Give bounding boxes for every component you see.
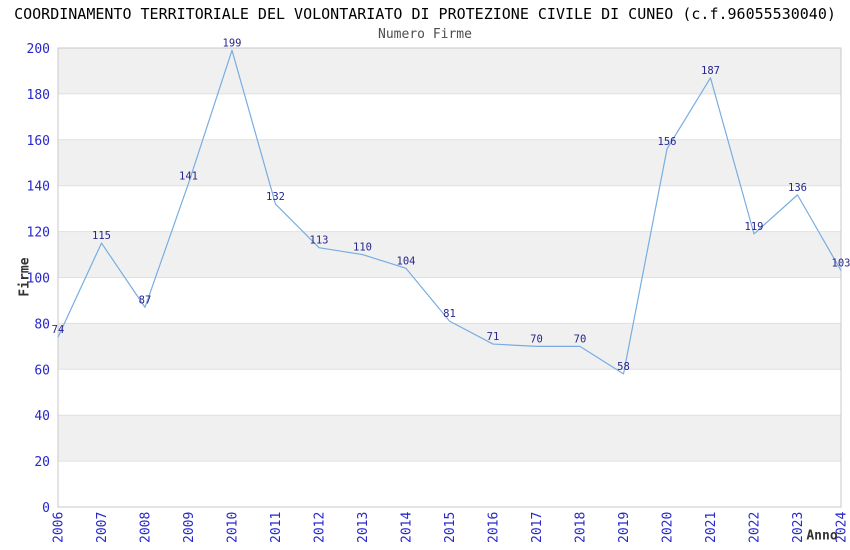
y-tick-label: 0 — [42, 501, 50, 516]
y-tick-label: 20 — [34, 455, 50, 470]
x-tick-label: 2023 — [791, 512, 806, 543]
y-tick-label: 40 — [34, 409, 50, 424]
plot-band — [58, 139, 841, 186]
x-tick-label: 2009 — [182, 512, 197, 543]
y-tick-label: 200 — [27, 42, 50, 57]
y-tick-label: 160 — [27, 134, 50, 149]
x-tick-label: 2012 — [313, 512, 328, 543]
x-tick-label: 2015 — [443, 512, 458, 543]
point-label: 81 — [443, 308, 456, 320]
x-tick-label: 2022 — [748, 512, 763, 543]
x-tick-label: 2010 — [226, 512, 241, 543]
point-label: 103 — [832, 258, 850, 270]
point-label: 87 — [139, 294, 152, 306]
data-line — [57, 49, 842, 375]
plot-band — [58, 323, 841, 370]
x-tick-label: 2016 — [487, 512, 502, 543]
y-tick-label: 140 — [27, 180, 50, 195]
y-tick-label: 80 — [34, 317, 50, 332]
point-label: 110 — [353, 242, 372, 254]
x-tick-label: 2014 — [400, 512, 415, 543]
point-label: 156 — [658, 136, 677, 148]
y-tick-label: 120 — [27, 226, 50, 241]
x-tick-label: 2017 — [530, 512, 545, 543]
plot-border — [57, 47, 842, 508]
x-tick-label: 2020 — [661, 512, 676, 543]
x-tick-label: 2008 — [139, 512, 154, 543]
chart-subtitle: Numero Firme — [378, 27, 472, 42]
point-label: 74 — [52, 324, 65, 336]
x-axis-title: Anno — [806, 528, 838, 544]
y-tick-label: 180 — [27, 88, 50, 103]
x-tick-label: 2021 — [704, 512, 719, 543]
plot-band — [58, 231, 841, 278]
point-label: 58 — [617, 361, 630, 373]
plot-band — [58, 415, 841, 462]
y-tick-label: 60 — [34, 363, 50, 378]
point-label: 199 — [223, 37, 242, 49]
point-label: 119 — [745, 221, 764, 233]
point-label: 70 — [530, 333, 543, 345]
chart-title: COORDINAMENTO TERRITORIALE DEL VOLONTARI… — [14, 5, 836, 23]
x-tick-label: 2006 — [52, 512, 67, 543]
point-label: 115 — [92, 230, 111, 242]
point-label: 70 — [574, 333, 587, 345]
plot-band — [58, 48, 841, 94]
y-tick-label: 100 — [27, 272, 50, 287]
point-label: 187 — [701, 65, 720, 77]
x-tick-label: 2018 — [574, 512, 589, 543]
point-label: 71 — [487, 331, 500, 343]
x-tick-label: 2011 — [269, 512, 284, 543]
x-tick-label: 2019 — [617, 512, 632, 543]
x-tick-label: 2024 — [835, 512, 850, 543]
x-tick-label: 2013 — [356, 512, 371, 543]
point-label: 104 — [397, 255, 416, 267]
point-label: 132 — [266, 191, 285, 203]
point-label: 113 — [310, 235, 329, 247]
point-label: 136 — [788, 182, 807, 194]
x-tick-label: 2007 — [95, 512, 110, 543]
point-label: 141 — [179, 170, 198, 182]
